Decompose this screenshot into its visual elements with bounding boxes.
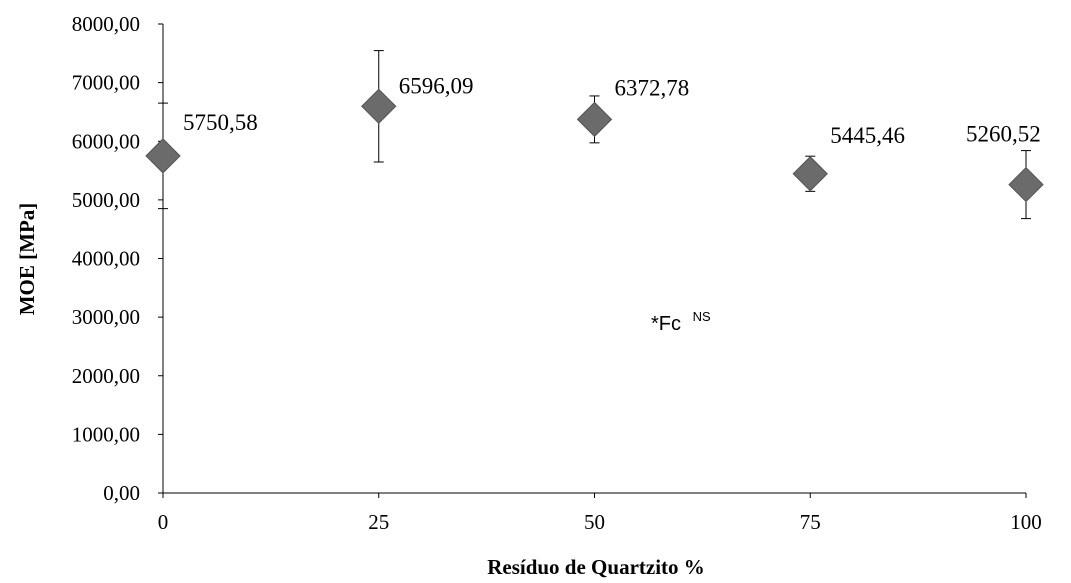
y-tick-labels: 0,00 1000,00 2000,00 3000,00 4000,00 5000,00 6… bbox=[72, 12, 163, 505]
y-tick-label: 0,00 bbox=[103, 481, 140, 505]
y-tick-label: 1000,00 bbox=[72, 422, 140, 446]
y-tick-label: 7000,00 bbox=[72, 71, 140, 95]
x-tick-label: 100 bbox=[1010, 510, 1042, 534]
y-tick-label: 3000,00 bbox=[72, 305, 140, 329]
data-point-marker bbox=[576, 101, 613, 138]
data-points: 5750,58 6596,09 6372,78 5445,46 5260,52 bbox=[145, 50, 1044, 220]
data-label: 5445,46 bbox=[830, 123, 905, 148]
significance-note-superscript: NS bbox=[693, 309, 711, 324]
data-point-marker bbox=[792, 156, 828, 192]
data-label: 5260,52 bbox=[966, 122, 1041, 147]
y-tick-label: 5000,00 bbox=[72, 188, 140, 212]
data-label: 5750,58 bbox=[183, 110, 258, 135]
y-tick-label: 6000,00 bbox=[72, 129, 140, 153]
x-tick-label: 0 bbox=[158, 510, 169, 534]
x-tick-label: 75 bbox=[800, 510, 821, 534]
y-tick-label: 2000,00 bbox=[72, 364, 140, 388]
data-point-marker bbox=[145, 138, 181, 174]
significance-note-text: *Fc bbox=[651, 313, 681, 335]
x-tick-label: 25 bbox=[368, 510, 389, 534]
y-tick-label: 8000,00 bbox=[72, 12, 140, 36]
y-tick-label: 4000,00 bbox=[72, 247, 140, 271]
y-axis-title: MOE [MPa] bbox=[15, 203, 39, 316]
x-tick-labels: 0 25 50 75 100 bbox=[158, 493, 1042, 534]
significance-note: *Fc NS bbox=[651, 309, 711, 335]
x-axis-title: Resíduo de Quartzito % bbox=[487, 555, 705, 579]
data-point-marker bbox=[361, 88, 397, 125]
data-label: 6372,78 bbox=[615, 75, 690, 100]
data-point-marker bbox=[1008, 166, 1044, 203]
x-tick-label: 50 bbox=[584, 510, 605, 534]
data-label: 6596,09 bbox=[399, 73, 474, 98]
